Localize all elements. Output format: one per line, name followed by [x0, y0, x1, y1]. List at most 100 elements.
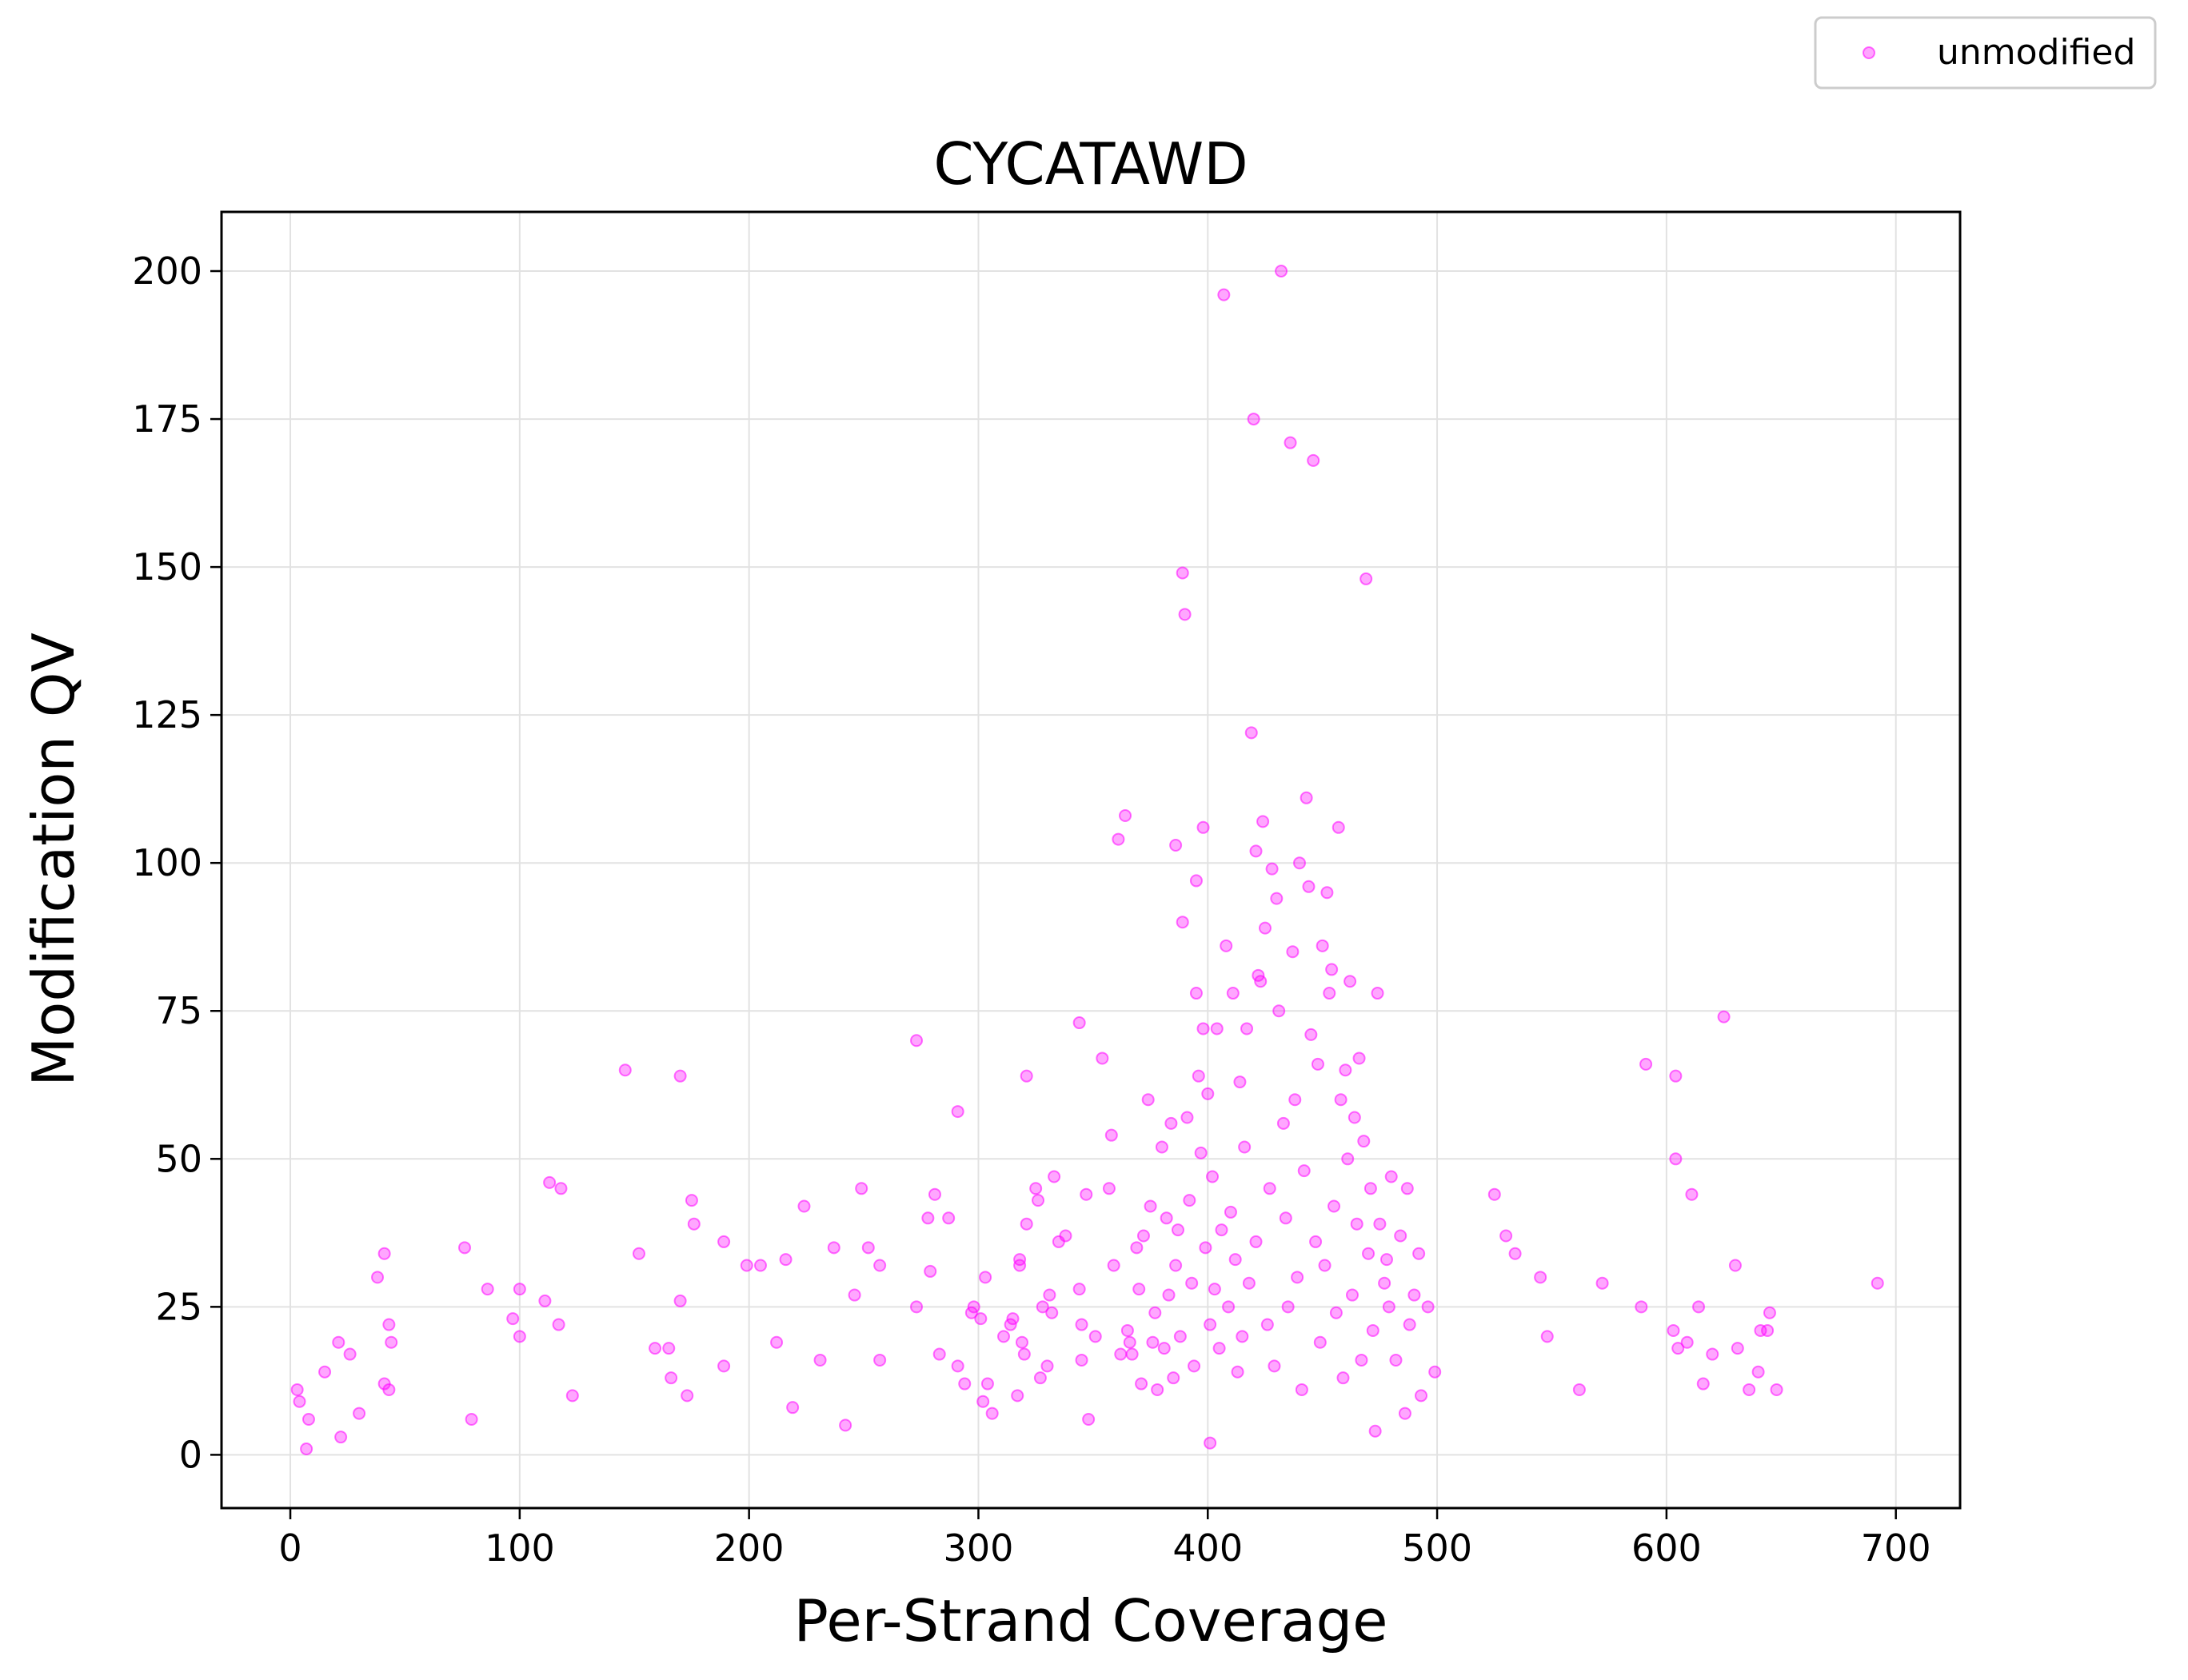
data-point [1263, 1182, 1276, 1195]
data-point [1107, 1259, 1120, 1272]
data-point [740, 1259, 753, 1272]
data-point [779, 1253, 793, 1267]
data-point [873, 1353, 887, 1367]
data-point [1635, 1300, 1648, 1314]
data-point [1276, 1116, 1290, 1130]
data-point [1763, 1306, 1776, 1319]
data-point [1043, 1288, 1056, 1302]
data-point [1036, 1300, 1049, 1314]
data-point [1389, 1353, 1403, 1367]
data-point [1231, 1365, 1244, 1379]
data-point [1281, 1300, 1295, 1314]
data-point [1384, 1170, 1398, 1183]
data-point [1400, 1182, 1414, 1195]
data-point [1360, 572, 1373, 585]
data-point [1029, 1182, 1043, 1195]
data-point [1316, 939, 1329, 952]
data-point [1540, 1330, 1554, 1343]
data-point [293, 1395, 306, 1408]
data-point [513, 1330, 526, 1343]
data-point [1272, 1004, 1286, 1018]
data-point [1096, 1051, 1109, 1065]
x-tick-label: 400 [1172, 1526, 1243, 1570]
data-point [1236, 1330, 1249, 1343]
data-point [1534, 1271, 1547, 1284]
data-point [673, 1294, 687, 1307]
data-point [997, 1330, 1011, 1343]
data-point [1288, 1093, 1302, 1107]
x-tick-label: 0 [278, 1526, 301, 1570]
data-point [1220, 939, 1233, 952]
data-point [1123, 1335, 1136, 1349]
data-point [1176, 916, 1189, 929]
data-point [1328, 1199, 1341, 1213]
data-point [1132, 1283, 1146, 1296]
data-point [942, 1211, 956, 1225]
data-point [1169, 1259, 1183, 1272]
data-point [1336, 1371, 1350, 1385]
x-tick-label: 600 [1631, 1526, 1702, 1570]
plot-frame [220, 210, 1962, 1510]
x-tick-label: 500 [1402, 1526, 1472, 1570]
data-point [1144, 1199, 1157, 1213]
y-tick-label: 50 [155, 1137, 202, 1180]
data-point [1706, 1347, 1719, 1361]
data-point [1242, 1276, 1256, 1290]
data-point [1692, 1300, 1706, 1314]
data-point [1180, 1111, 1194, 1124]
data-point [1224, 1205, 1237, 1219]
data-point [1743, 1383, 1756, 1396]
data-point [385, 1335, 398, 1349]
data-point [1072, 1016, 1086, 1030]
data-point [1265, 862, 1279, 876]
data-point [1048, 1170, 1061, 1183]
data-point [353, 1407, 366, 1420]
data-point [1295, 1383, 1308, 1396]
data-point [1355, 1353, 1368, 1367]
data-point [1167, 1371, 1180, 1385]
data-point [1318, 1259, 1332, 1272]
x-tick-label: 300 [944, 1526, 1014, 1570]
data-point [910, 1300, 924, 1314]
data-point [1196, 820, 1210, 834]
data-point [1421, 1300, 1435, 1314]
data-point [1378, 1276, 1391, 1290]
data-point [506, 1312, 520, 1326]
data-point [1334, 1093, 1348, 1107]
y-axis-label: Modification QV [20, 632, 87, 1087]
data-point [979, 1271, 992, 1284]
data-point [1751, 1365, 1765, 1379]
data-point [848, 1288, 861, 1302]
data-point [1286, 945, 1300, 959]
data-point [1201, 1087, 1215, 1100]
data-point [1309, 1235, 1323, 1248]
x-axis-label: Per-Strand Coverage [794, 1587, 1388, 1654]
data-point [301, 1412, 315, 1426]
data-point [1032, 1194, 1045, 1207]
data-point [1394, 1229, 1407, 1243]
data-point [371, 1271, 385, 1284]
data-point [538, 1294, 552, 1307]
data-point [1357, 1135, 1371, 1148]
data-point [1297, 1164, 1311, 1178]
data-point [1155, 1140, 1168, 1154]
data-point [681, 1389, 694, 1403]
data-point [1307, 453, 1320, 467]
data-point [552, 1318, 565, 1331]
data-point [1284, 436, 1297, 449]
data-point [1212, 1342, 1226, 1355]
data-point [873, 1259, 887, 1272]
data-point [1210, 1022, 1224, 1036]
data-point [1072, 1283, 1086, 1296]
data-point [685, 1194, 698, 1207]
data-point [1164, 1116, 1178, 1130]
data-point [565, 1389, 579, 1403]
chart-title: CYCATAWD [933, 130, 1248, 198]
data-point [1249, 1235, 1263, 1248]
data-point [481, 1283, 494, 1296]
data-point [1020, 1217, 1033, 1231]
data-point [1015, 1335, 1028, 1349]
data-point [1215, 1223, 1228, 1237]
data-point [861, 1241, 875, 1255]
